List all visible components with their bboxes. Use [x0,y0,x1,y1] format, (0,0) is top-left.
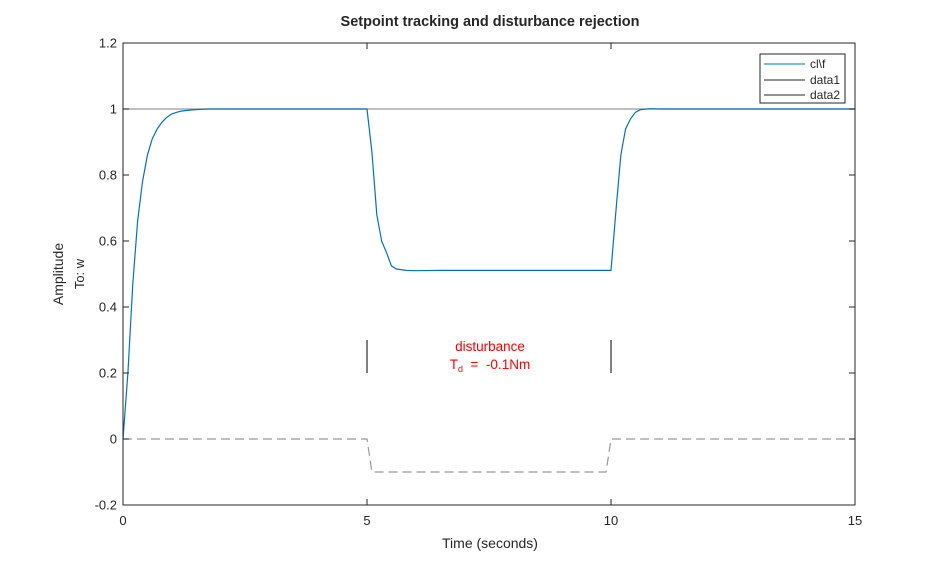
y-tick-label: 0.4 [99,300,117,315]
annotation-subscript: d [458,364,463,374]
annotation-value: = -0.1Nm [463,357,530,372]
y-tick-label: 0.8 [99,168,117,183]
x-axis-ticks: 0 5 10 15 [119,43,862,528]
y-axis-ticks: -0.2 0 0.2 0.4 0.6 0.8 1 1.2 [95,36,855,513]
plot-frame [122,42,856,506]
disturbance-annotation: disturbance Td = -0.1Nm [450,339,530,374]
y-tick-label: 1.2 [99,36,117,51]
annotation-line-2: Td = -0.1Nm [450,357,530,374]
series-layer [122,108,855,473]
series-line-data2 [123,438,855,473]
y-tick-label: 0 [110,432,117,447]
legend: cl\f data1 data2 [759,53,846,104]
series-line-clf [122,108,855,440]
x-tick-label: 10 [604,513,618,528]
y-tick-label: 0.2 [99,366,117,381]
legend-label-2: data1 [810,73,840,87]
y-tick-label: -0.2 [95,498,117,513]
legend-label-3: data2 [810,88,840,102]
x-tick-label: 5 [363,513,370,528]
y-tick-label: 0.6 [99,234,117,249]
legend-label-1: cl\f [810,57,826,71]
disturbance-markers [366,340,612,373]
annotation-symbol: T [450,357,458,372]
x-tick-label: 15 [848,513,862,528]
plot-area [123,43,855,505]
y-axis-label: Amplitude [50,243,66,305]
annotation-line-1: disturbance [455,339,525,354]
x-axis-label: Time (seconds) [442,535,538,551]
x-tick-label: 0 [119,513,126,528]
chart-title: Setpoint tracking and disturbance reject… [341,14,640,30]
y-axis-sublabel: To: w [72,258,87,289]
y-tick-label: 1 [110,102,117,117]
